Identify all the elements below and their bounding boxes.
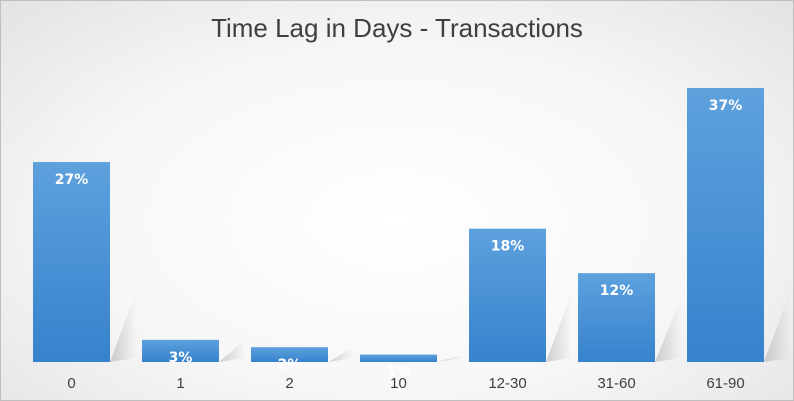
bar-shadow [219,339,245,362]
x-tick-label-1: 1 [176,375,184,392]
x-tick-label-0: 0 [67,375,75,392]
bar-shadow [764,292,790,362]
data-label-1: 3% [169,350,193,366]
data-label-10: 1% [387,365,411,381]
data-label-2: 2% [278,357,302,373]
chart-title: Time Lag in Days - Transactions [211,13,583,43]
bar-0 [33,162,110,362]
bar-shadow [546,292,572,362]
bar-shadow [437,354,463,362]
data-label-31-60: 12% [600,283,634,299]
bar-1 [142,339,219,362]
data-label-61-90: 37% [709,98,743,114]
x-tick-label-2: 2 [285,375,293,392]
x-tick-label-10: 10 [390,375,407,392]
bar-shadow [110,292,136,362]
data-labels: 27% 3% 2% 1% 18% 12% 37% [55,98,743,381]
x-tick-label-31-60: 31-60 [597,375,635,392]
bar-10 [360,354,437,362]
x-tick-label-12-30: 12-30 [488,375,526,392]
bar-shadow [328,347,354,362]
bars [33,88,764,362]
bar-12-30 [469,228,546,362]
bar-shadows [110,292,790,362]
data-label-12-30: 18% [491,239,525,255]
bar-shadow [655,298,681,362]
bar-2 [251,347,328,362]
bar-61-90 [687,88,764,362]
data-label-0: 27% [55,172,89,188]
bar-31-60 [578,273,655,362]
x-axis-tick-labels: 0 1 2 10 12-30 31-60 61-90 [67,375,744,392]
x-tick-label-61-90: 61-90 [706,375,744,392]
